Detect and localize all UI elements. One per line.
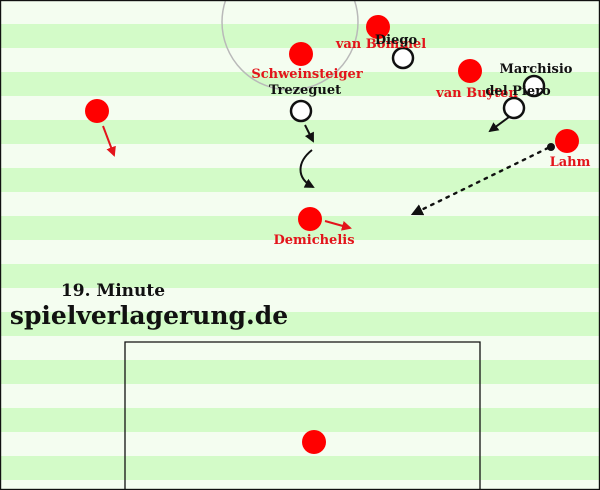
grass-stripe [0, 312, 600, 336]
demichelis-run-arrow [324, 220, 352, 231]
lahm-pass-arrow [410, 146, 550, 216]
player-del-piero [502, 96, 526, 120]
center-circle [221, 0, 359, 91]
label-diego: Diego [375, 33, 418, 48]
trezeguet-curve-arrow [299, 149, 315, 188]
trezeguet-drop-arrow [304, 124, 314, 143]
red-team [85, 15, 579, 454]
player-van-buyten [458, 59, 482, 83]
label-demichelis: Demichelis [273, 233, 354, 248]
label-schweinsteiger: Schweinsteiger [251, 67, 363, 82]
label-marchisio: Marchisio [500, 62, 573, 77]
player-van-bommel [366, 15, 390, 39]
player-labels: van Bommel Schweinsteiger van Buyten Lah… [251, 33, 590, 248]
label-lahm: Lahm [550, 155, 591, 170]
grass-stripe [0, 264, 600, 288]
ball [547, 143, 555, 151]
label-van-bommel: van Bommel [335, 37, 426, 52]
player-marchisio [522, 74, 546, 98]
grass-stripe [0, 408, 600, 432]
penalty-box [124, 341, 481, 490]
player-diego [391, 46, 415, 70]
movement-arrows [102, 116, 555, 231]
grass-stripe [0, 360, 600, 384]
winger-run-arrow [102, 125, 116, 157]
minute-label: 19. Minute [61, 281, 165, 301]
grass-stripe [0, 72, 600, 96]
white-team [289, 46, 546, 123]
player-left-winger [85, 99, 109, 123]
grass-stripe [0, 456, 600, 480]
del-piero-run-arrow [488, 116, 510, 133]
label-trezeguet: Trezeguet [269, 83, 341, 98]
site-watermark: spielverlagerung.de [10, 301, 288, 330]
player-lahm [555, 129, 579, 153]
player-goalkeeper [302, 430, 326, 454]
grass-stripe [0, 120, 600, 144]
player-schweinsteiger [289, 42, 313, 66]
player-demichelis [298, 207, 322, 231]
caption: 19. Minute spielverlagerung.de [10, 281, 288, 330]
player-trezeguet [289, 99, 313, 123]
label-van-buyten: van Buyten [435, 86, 518, 101]
label-del-piero: del Piero [485, 84, 551, 99]
